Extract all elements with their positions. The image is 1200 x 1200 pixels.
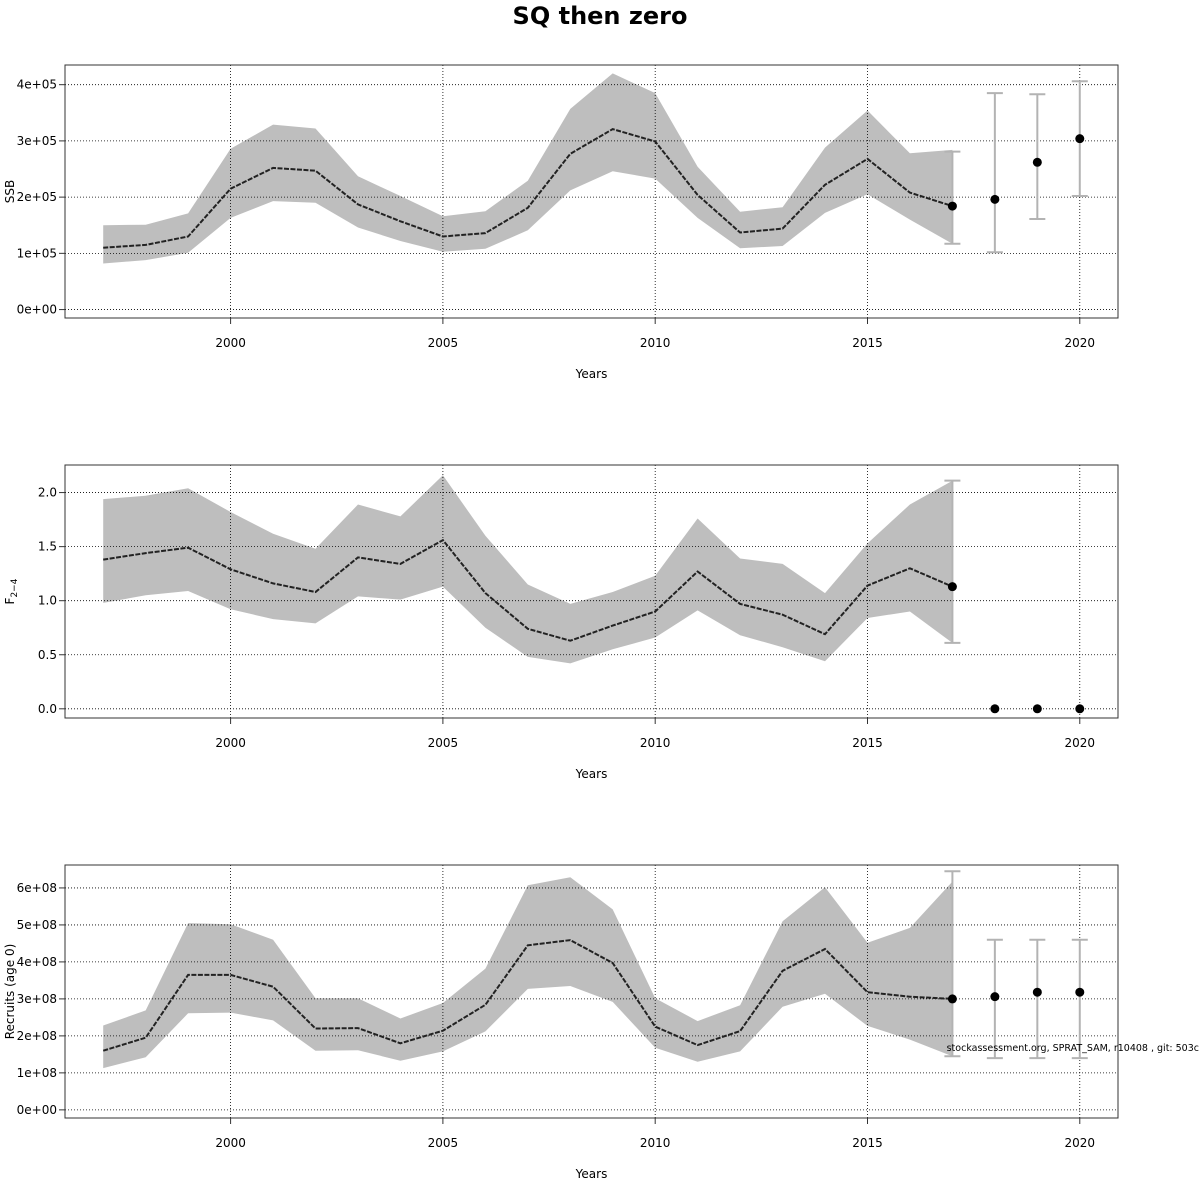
estimate-line xyxy=(102,939,953,1052)
y-tick-label: 0.0 xyxy=(38,702,57,716)
x-tick-label: 2010 xyxy=(640,336,671,350)
y-axis-label: SSB xyxy=(3,180,17,203)
panel-3: 2000 2005 2010 2015 2020 0e+00 1e+08 2e+08 3e+08… xyxy=(3,864,1119,1181)
y-tick-label: 2e+08 xyxy=(17,1029,57,1043)
y-tick-label: 3e+05 xyxy=(17,134,57,148)
x-tick-label: 2005 xyxy=(428,1136,459,1150)
y-tick-label: 4e+05 xyxy=(17,78,57,92)
panel-2: 2000 2005 2010 2015 2020 0.0 0.5 1.0 1.5 2.0 Years… xyxy=(3,464,1119,781)
forecast-point xyxy=(990,194,1000,204)
y-tick-label: 1.0 xyxy=(38,594,57,608)
forecast-point xyxy=(947,994,957,1004)
x-tick-label: 2020 xyxy=(1065,336,1096,350)
confidence-band xyxy=(103,877,953,1069)
forecast-point xyxy=(990,992,1000,1002)
forecast-point xyxy=(1075,134,1085,144)
x-tick-label: 2015 xyxy=(852,1136,883,1150)
forecast-errorbar xyxy=(944,150,961,245)
y-tick-label: 0.5 xyxy=(38,648,57,662)
y-tick-label: 1.5 xyxy=(38,540,57,554)
x-tick-label: 2015 xyxy=(852,336,883,350)
estimate-line xyxy=(103,538,953,642)
x-tick-label: 2000 xyxy=(215,1136,246,1150)
forecast-point xyxy=(947,201,957,211)
y-tick-label: 0e+00 xyxy=(17,1103,57,1117)
x-tick-label: 2010 xyxy=(640,736,671,750)
forecast-point xyxy=(990,704,1000,714)
x-tick-label: 2010 xyxy=(640,1136,671,1150)
confidence-band xyxy=(103,475,953,664)
y-tick-label: 5e+08 xyxy=(17,918,57,932)
y-tick-label: 2e+05 xyxy=(17,190,57,204)
x-tick-label: 2000 xyxy=(215,736,246,750)
x-tick-label: 2020 xyxy=(1065,736,1096,750)
panel-1: 2000 2005 2010 2015 2020 0e+00 1e+05 2e+05 3e+05… xyxy=(3,64,1119,381)
y-tick-label: 0e+00 xyxy=(17,303,57,317)
forecast-point xyxy=(947,582,957,592)
x-tick-label: 2020 xyxy=(1065,1136,1096,1150)
y-axis-label: Recruits (age 0) xyxy=(3,944,17,1040)
forecast-point xyxy=(1075,987,1085,997)
y-tick-label: 1e+05 xyxy=(17,246,57,260)
footnote-text: stockassessment.org, SPRAT_SAM, r10408 ,… xyxy=(947,1043,1199,1054)
forecast-errorbar xyxy=(1029,938,1046,1060)
x-tick-label: 2005 xyxy=(428,336,459,350)
x-axis-label: Years xyxy=(575,767,608,781)
y-tick-label: 4e+08 xyxy=(17,955,57,969)
x-tick-label: 2015 xyxy=(852,736,883,750)
y-axis-label-subscript: 2−4 xyxy=(10,578,20,597)
x-axis-label: Years xyxy=(575,367,608,381)
forecast-point xyxy=(1032,704,1042,714)
forecast-errorbar xyxy=(986,92,1003,254)
plot-frame xyxy=(64,864,1119,1119)
forecast-point xyxy=(1075,704,1085,714)
y-tick-label: 2.0 xyxy=(38,486,57,500)
estimate-line xyxy=(103,128,953,249)
page-title: SQ then zero xyxy=(512,2,688,30)
forecast-point xyxy=(1032,157,1042,167)
plot-frame xyxy=(64,64,1119,319)
y-axis-label: F2−4 xyxy=(3,578,20,604)
x-tick-label: 2000 xyxy=(215,336,246,350)
y-tick-label: 6e+08 xyxy=(17,881,57,895)
x-axis-label: Years xyxy=(575,1167,608,1181)
confidence-band xyxy=(103,73,953,264)
forecast-errorbar xyxy=(1071,938,1088,1060)
y-tick-label: 1e+08 xyxy=(17,1066,57,1080)
forecast-errorbar xyxy=(1029,93,1046,221)
forecast-errorbar xyxy=(944,479,961,644)
x-tick-label: 2005 xyxy=(428,736,459,750)
plot-frame xyxy=(64,464,1119,719)
forecast-point xyxy=(1032,987,1042,997)
y-tick-label: 3e+08 xyxy=(17,992,57,1006)
forecast-errorbar xyxy=(944,870,961,1058)
